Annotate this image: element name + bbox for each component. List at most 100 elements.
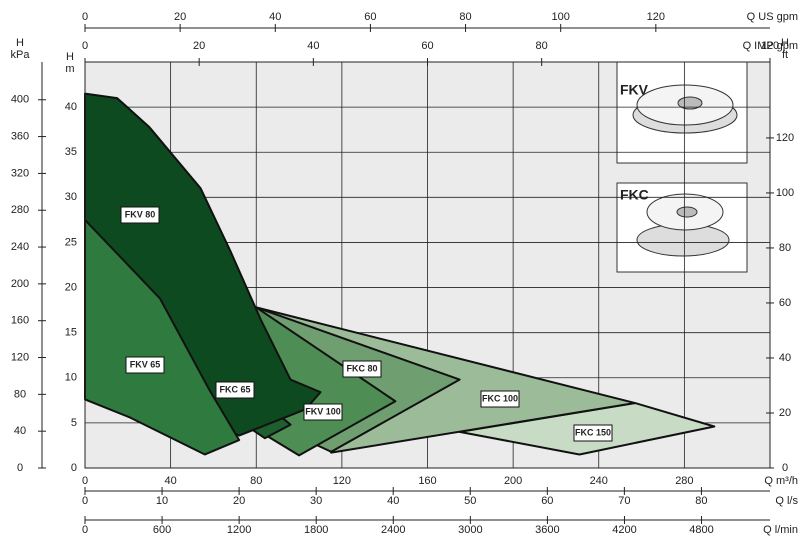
axis-title: kPa: [11, 49, 31, 61]
inset-fkv: [616, 61, 748, 164]
x-tick-label: 80: [250, 475, 262, 487]
tick-label: 280: [11, 204, 29, 216]
tick-label: 1200: [227, 524, 251, 536]
tick-label: 80: [779, 242, 791, 254]
axis-title: Q IMP gpm: [743, 40, 798, 52]
tick-label: 3000: [458, 524, 482, 536]
tick-label: 0: [82, 524, 88, 536]
tick-label: 20: [779, 407, 791, 419]
y-tick-label: 0: [71, 462, 77, 474]
axis-title: H: [16, 37, 24, 49]
y-tick-label: 20: [65, 281, 77, 293]
tick-label: 80: [695, 495, 707, 507]
axis-title: Q l/s: [775, 495, 798, 507]
tick-label: 120: [761, 40, 779, 52]
region: [84, 218, 241, 456]
x-axis-title: Q m³/h: [764, 475, 798, 487]
tick-label: 400: [11, 94, 29, 106]
tick-label: 200: [11, 278, 29, 290]
tick-label: 60: [541, 495, 553, 507]
tick-label: 40: [269, 11, 281, 23]
y-axis-title: H: [66, 51, 74, 63]
y-tick-label: 5: [71, 417, 77, 429]
x-tick-label: 0: [82, 475, 88, 487]
tick-label: 600: [153, 524, 171, 536]
label-text: FKV 65: [130, 359, 161, 369]
tick-label: 40: [779, 352, 791, 364]
tick-label: 100: [776, 187, 794, 199]
tick-label: 40: [387, 495, 399, 507]
tick-label: 0: [82, 11, 88, 23]
region-label: FKC 65: [215, 381, 255, 399]
region-label: FKC 80: [342, 360, 382, 378]
tick-label: 0: [17, 462, 23, 474]
label-box: [125, 356, 165, 374]
y-tick-label: 25: [65, 236, 77, 248]
tick-label: 3600: [535, 524, 559, 536]
tick-label: 80: [459, 11, 471, 23]
region-label: FKV 100: [303, 403, 343, 421]
label-box: [303, 403, 343, 421]
x-tick-label: 120: [333, 475, 351, 487]
label-text: FKV 80: [125, 209, 156, 219]
tick-label: 80: [536, 40, 548, 52]
tick-label: 320: [11, 167, 29, 179]
y-tick-label: 10: [65, 372, 77, 384]
tick-label: 0: [782, 462, 788, 474]
tick-label: 60: [779, 297, 791, 309]
label-text: FKC 80: [346, 363, 377, 373]
y-axis-title: m: [65, 63, 74, 75]
tick-label: 160: [11, 315, 29, 327]
tick-label: 0: [82, 40, 88, 52]
x-tick-label: 160: [418, 475, 436, 487]
region-label: FKV 80: [120, 206, 160, 224]
region-label: FKC 100: [480, 390, 520, 408]
label-box: [573, 424, 613, 442]
label-box: [480, 390, 520, 408]
inset-label: FKV: [620, 82, 649, 98]
label-text: FKC 150: [575, 427, 611, 437]
tick-label: 60: [421, 40, 433, 52]
region-label: FKC 150: [573, 424, 613, 442]
tick-label: 40: [307, 40, 319, 52]
tick-label: 50: [464, 495, 476, 507]
y-tick-label: 15: [65, 327, 77, 339]
tick-label: 0: [82, 495, 88, 507]
label-text: FKC 65: [219, 384, 250, 394]
label-text: FKV 100: [305, 406, 341, 416]
label-box: [120, 206, 160, 224]
tick-label: 30: [310, 495, 322, 507]
label-text: FKC 100: [482, 393, 518, 403]
tick-label: 80: [14, 388, 26, 400]
tick-label: 20: [233, 495, 245, 507]
tick-label: 40: [14, 425, 26, 437]
inset-fkc: [616, 182, 748, 273]
region-label: FKV 65: [125, 356, 165, 374]
x-tick-label: 240: [590, 475, 608, 487]
tick-label: 240: [11, 241, 29, 253]
axis-title: ft: [782, 49, 788, 61]
tick-label: 100: [552, 11, 570, 23]
tick-label: 10: [156, 495, 168, 507]
axis-title: Q US gpm: [747, 11, 798, 23]
tick-label: 20: [193, 40, 205, 52]
axis-title: H: [781, 37, 789, 49]
tick-label: 60: [364, 11, 376, 23]
x-tick-label: 40: [165, 475, 177, 487]
x-tick-label: 280: [675, 475, 693, 487]
tick-label: 120: [647, 11, 665, 23]
tick-label: 20: [174, 11, 186, 23]
inset-label: FKC: [620, 187, 649, 203]
tick-label: 360: [11, 130, 29, 142]
axis-title: Q l/min: [763, 524, 798, 536]
label-box: [342, 360, 382, 378]
tick-label: 70: [618, 495, 630, 507]
tick-label: 2400: [381, 524, 405, 536]
tick-label: 1800: [304, 524, 328, 536]
tick-label: 120: [776, 132, 794, 144]
tick-label: 4800: [689, 524, 713, 536]
y-tick-label: 40: [65, 101, 77, 113]
label-box: [215, 381, 255, 399]
x-tick-label: 200: [504, 475, 522, 487]
